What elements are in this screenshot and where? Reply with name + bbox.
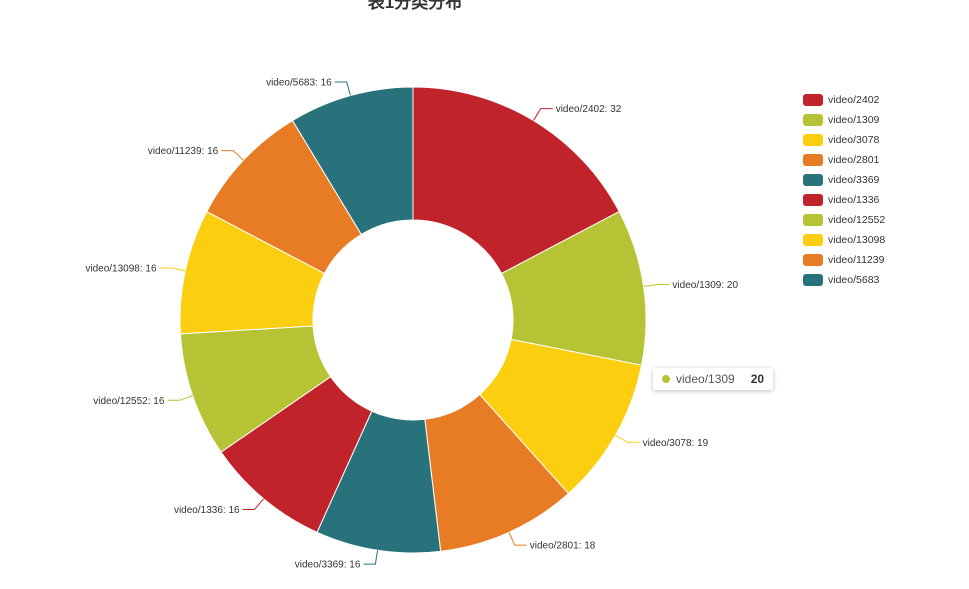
tooltip-value: 20	[750, 372, 765, 386]
label-line	[363, 550, 379, 565]
legend-label: video/3369	[828, 174, 880, 186]
legend-item[interactable]: video/5683	[803, 270, 885, 290]
slices-group	[179, 86, 647, 554]
legend-label: video/11239	[828, 254, 885, 266]
legend-item[interactable]: video/1336	[803, 190, 885, 210]
slice-video-2402[interactable]	[412, 86, 620, 275]
legend-label: video/12552	[828, 214, 886, 226]
slice-label: video/13098: 16	[85, 263, 157, 274]
label-line	[643, 283, 670, 287]
legend-swatch	[803, 134, 823, 146]
legend-label: video/1336	[828, 194, 880, 206]
label-line	[242, 498, 264, 511]
slice-video-5683[interactable]	[291, 86, 414, 236]
tooltip-label: video/1309	[676, 372, 735, 386]
legend-label: video/3078	[828, 134, 880, 146]
label-line	[334, 81, 351, 96]
legend-item[interactable]: video/13098	[803, 230, 885, 250]
legend-swatch	[803, 234, 823, 246]
legend-swatch	[803, 274, 823, 286]
legend-item[interactable]: video/2801	[803, 150, 885, 170]
label-line	[159, 267, 186, 272]
label-line	[508, 532, 527, 546]
slice-label: video/3369: 16	[295, 560, 361, 571]
chart-title: 表1分类分布	[367, 0, 463, 12]
legend-item[interactable]: video/12552	[803, 210, 885, 230]
legend-label: video/2402	[828, 94, 880, 106]
legend-item[interactable]: video/3078	[803, 130, 885, 150]
slice-label: video/3078: 19	[643, 438, 709, 449]
slice-label: video/2402: 32	[556, 104, 622, 115]
slice-label: video/5683: 16	[266, 78, 332, 89]
slice-label: video/1309: 20	[672, 280, 738, 291]
slice-label: video/12552: 16	[93, 396, 165, 407]
legend-swatch	[803, 154, 823, 166]
legend-swatch	[803, 94, 823, 106]
legend-label: video/1309	[828, 114, 880, 126]
slice-label: video/11239: 16	[148, 146, 219, 157]
tooltip: video/1309 20	[653, 368, 774, 390]
label-line	[167, 395, 193, 401]
legend-label: video/5683	[828, 274, 880, 286]
label-line	[221, 150, 244, 161]
legend-item[interactable]: video/1309	[803, 110, 885, 130]
labels-group: video/2402: 32 video/1309: 20 video/3078: …	[85, 78, 738, 571]
legend-swatch	[803, 174, 823, 186]
legend-item[interactable]: video/11239	[803, 250, 885, 270]
legend-label: video/2801	[828, 154, 880, 166]
slice-label: video/2801: 18	[530, 541, 596, 552]
tooltip-color-dot	[662, 375, 670, 383]
label-line	[533, 108, 553, 121]
legend-item[interactable]: video/2402	[803, 90, 885, 110]
legend-swatch	[803, 194, 823, 206]
slice-label: video/1336: 16	[174, 505, 240, 516]
legend: video/2402 video/1309 video/3078 video/2801…	[803, 90, 885, 290]
legend-swatch	[803, 114, 823, 126]
label-line	[615, 434, 640, 443]
legend-swatch	[803, 214, 823, 226]
legend-label: video/13098	[828, 234, 886, 246]
legend-swatch	[803, 254, 823, 266]
legend-item[interactable]: video/3369	[803, 170, 885, 190]
